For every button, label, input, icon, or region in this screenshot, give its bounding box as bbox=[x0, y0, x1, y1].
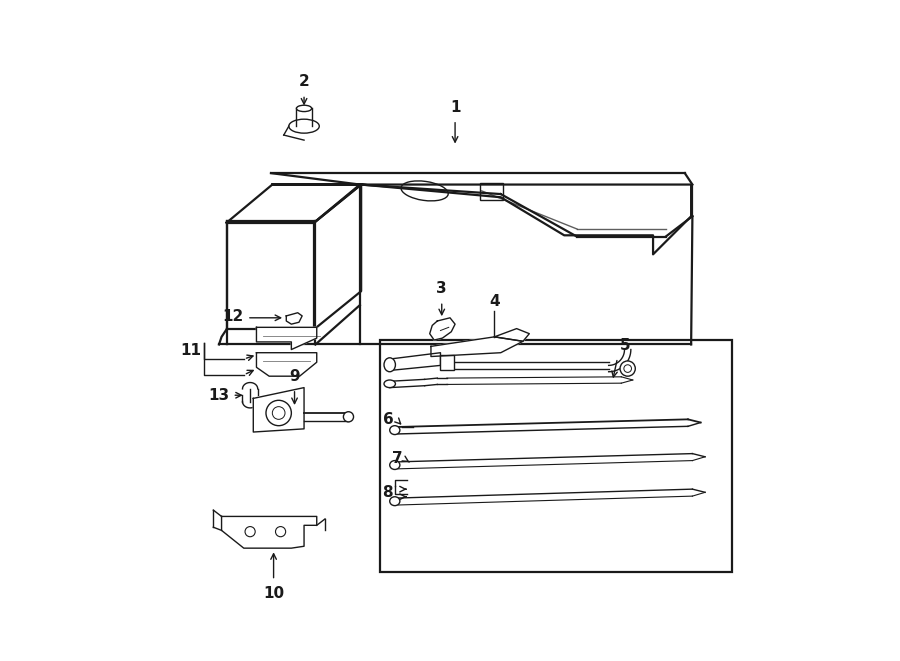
Bar bbox=[440, 354, 454, 370]
Polygon shape bbox=[431, 337, 523, 356]
Text: 10: 10 bbox=[263, 586, 284, 601]
Text: 12: 12 bbox=[222, 309, 244, 324]
Polygon shape bbox=[494, 329, 529, 341]
Polygon shape bbox=[256, 327, 317, 350]
Bar bbox=[380, 340, 733, 572]
Text: 8: 8 bbox=[382, 485, 393, 500]
Polygon shape bbox=[227, 223, 314, 329]
Ellipse shape bbox=[296, 105, 311, 112]
Ellipse shape bbox=[384, 358, 395, 371]
Ellipse shape bbox=[390, 497, 400, 506]
Polygon shape bbox=[286, 313, 302, 324]
Text: 9: 9 bbox=[289, 369, 300, 385]
Circle shape bbox=[620, 361, 635, 376]
Polygon shape bbox=[273, 184, 691, 254]
Ellipse shape bbox=[384, 380, 395, 387]
Ellipse shape bbox=[390, 426, 400, 434]
Circle shape bbox=[266, 401, 292, 426]
Polygon shape bbox=[429, 318, 455, 340]
Polygon shape bbox=[256, 353, 317, 376]
Polygon shape bbox=[253, 387, 304, 432]
Bar bbox=[481, 183, 503, 200]
Polygon shape bbox=[221, 516, 317, 548]
Ellipse shape bbox=[344, 412, 354, 422]
Polygon shape bbox=[314, 184, 361, 329]
Polygon shape bbox=[390, 353, 440, 370]
Text: 4: 4 bbox=[489, 294, 500, 309]
Ellipse shape bbox=[390, 461, 400, 469]
Text: 1: 1 bbox=[450, 100, 460, 115]
Text: 2: 2 bbox=[299, 75, 310, 89]
Text: 5: 5 bbox=[620, 338, 631, 353]
Text: 7: 7 bbox=[392, 451, 402, 466]
Text: 11: 11 bbox=[180, 343, 202, 358]
Text: 6: 6 bbox=[383, 412, 394, 427]
Text: 13: 13 bbox=[208, 388, 230, 403]
Ellipse shape bbox=[289, 119, 320, 133]
Text: 3: 3 bbox=[436, 281, 447, 296]
Polygon shape bbox=[227, 184, 361, 223]
